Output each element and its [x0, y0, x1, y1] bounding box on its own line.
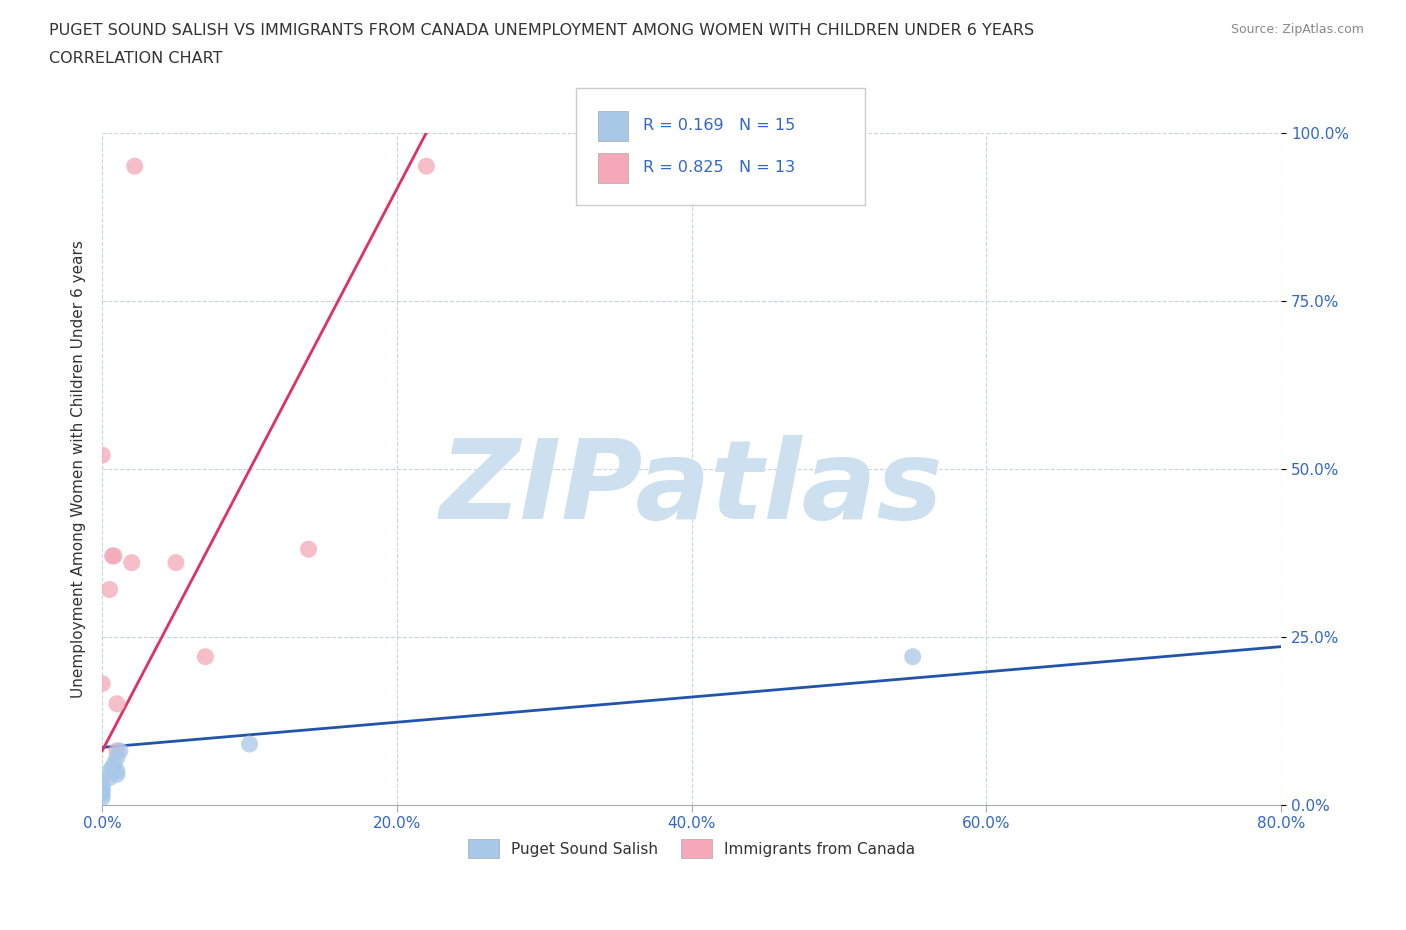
Point [108, 743, 131, 758]
Point [101, 549, 124, 564]
Point [101, 760, 124, 775]
Text: R = 0.169   N = 15: R = 0.169 N = 15 [643, 118, 794, 133]
Point [121, 555, 143, 570]
Point [103, 757, 125, 772]
Point [91, 777, 114, 791]
Point [91, 676, 114, 691]
Text: CORRELATION CHART: CORRELATION CHART [49, 51, 222, 66]
Point [901, 649, 924, 664]
Point [105, 767, 128, 782]
Text: Source: ZipAtlas.com: Source: ZipAtlas.com [1230, 23, 1364, 36]
Point [103, 549, 125, 564]
Point [105, 751, 128, 765]
Point [98, 770, 121, 785]
Point [98, 764, 121, 778]
Point [239, 737, 262, 751]
Y-axis label: Unemployment Among Women with Children Under 6 years: Unemployment Among Women with Children U… [72, 240, 86, 698]
Point [165, 555, 187, 570]
Legend: Puget Sound Salish, Immigrants from Canada: Puget Sound Salish, Immigrants from Cana… [463, 833, 921, 864]
Text: ZIPatlas: ZIPatlas [440, 435, 943, 542]
Point [297, 542, 319, 557]
Point [91, 780, 114, 795]
Point [105, 743, 128, 758]
Point [105, 764, 128, 778]
Text: R = 0.825   N = 13: R = 0.825 N = 13 [643, 160, 794, 175]
Point [91, 784, 114, 799]
Point [415, 159, 437, 174]
Point [91, 790, 114, 805]
Point [98, 582, 121, 597]
Point [194, 649, 217, 664]
Point [124, 159, 146, 174]
Point [105, 697, 128, 711]
Point [91, 447, 114, 462]
Text: PUGET SOUND SALISH VS IMMIGRANTS FROM CANADA UNEMPLOYMENT AMONG WOMEN WITH CHILD: PUGET SOUND SALISH VS IMMIGRANTS FROM CA… [49, 23, 1035, 38]
Point [91, 787, 114, 802]
